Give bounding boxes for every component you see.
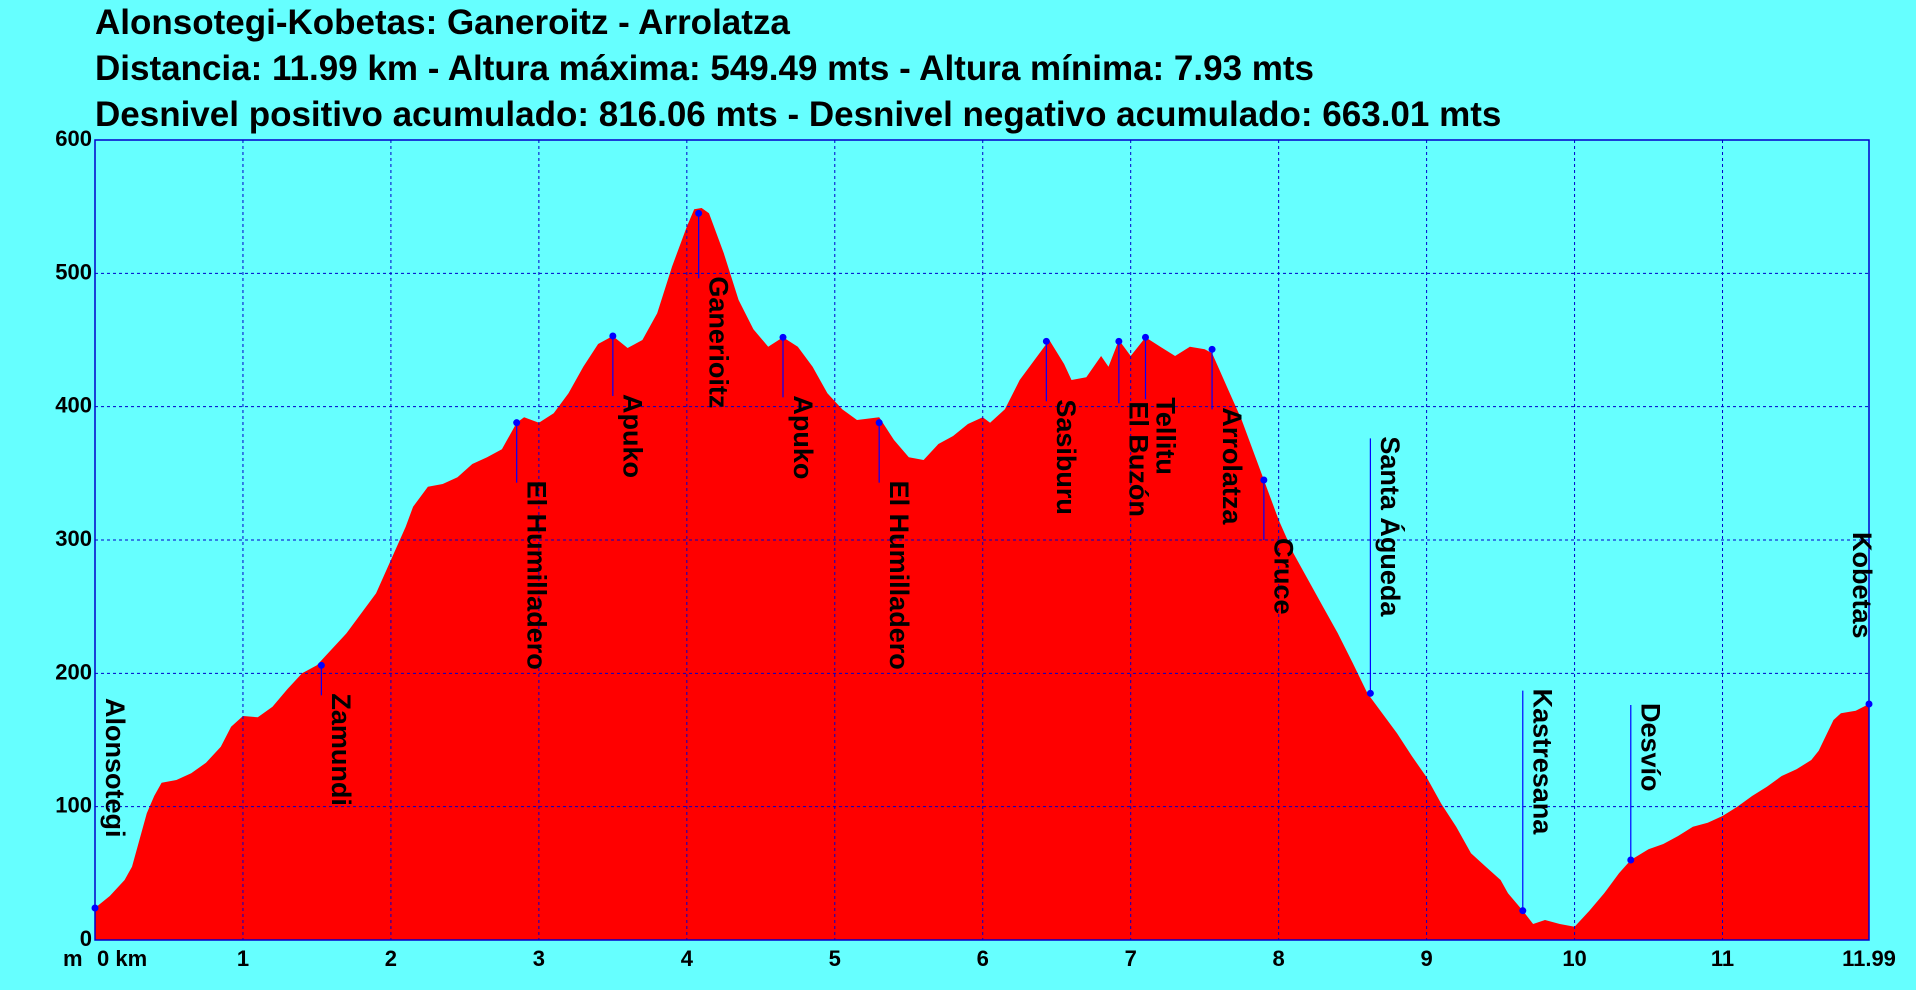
- waypoint-marker: [1519, 907, 1527, 915]
- waypoints: Alonsotegi Zamundi El Humilladero Apuko Gane…: [91, 209, 1877, 915]
- waypoint-8: El Buzón: [1115, 337, 1154, 517]
- x-axis: 0 km 1 2 3 4 5 6 7 8 9 10 11 11.99: [97, 946, 1896, 971]
- waypoint-marker: [779, 333, 787, 341]
- waypoint-marker: [513, 419, 521, 427]
- waypoint-marker: [1627, 856, 1635, 864]
- waypoint-label: Alonsotegi: [100, 698, 130, 838]
- y-axis: 0 100 200 300 400 500 600: [55, 126, 92, 951]
- waypoint-marker: [609, 332, 617, 340]
- x-tick-label: 4: [681, 946, 694, 971]
- waypoint-label: Kobetas: [1847, 532, 1877, 639]
- waypoint-marker: [1865, 700, 1873, 708]
- x-tick-label: 6: [977, 946, 989, 971]
- waypoint-label: El Humilladero: [884, 481, 914, 670]
- x-tick-label: 3: [533, 946, 545, 971]
- x-tick-label: 0 km: [97, 946, 147, 971]
- waypoint-marker: [317, 661, 325, 669]
- y-tick-label: 100: [55, 793, 92, 818]
- x-tick-label: 10: [1562, 946, 1586, 971]
- y-tick-label: 0: [80, 926, 92, 951]
- waypoint-label: Tellitu: [1150, 397, 1180, 475]
- waypoint-12: Santa Águeda: [1366, 436, 1406, 697]
- x-tick-label: 8: [1273, 946, 1285, 971]
- waypoint-label: Cruce: [1269, 538, 1299, 615]
- waypoint-1: Zamundi: [317, 661, 356, 806]
- waypoint-label: Apuko: [618, 394, 648, 478]
- waypoint-11: Cruce: [1260, 476, 1299, 615]
- x-tick-label: 7: [1125, 946, 1137, 971]
- waypoint-5: Apuko: [779, 333, 818, 479]
- waypoint-6: El Humilladero: [875, 419, 914, 670]
- elevation-profile-area: [95, 208, 1869, 940]
- waypoint-marker: [1141, 333, 1149, 341]
- waypoint-label: Arrolatza: [1217, 407, 1247, 525]
- waypoint-label: Zamundi: [326, 693, 356, 806]
- x-tick-label: 9: [1420, 946, 1432, 971]
- x-tick-label: 1: [237, 946, 249, 971]
- y-axis-unit-label: m: [63, 946, 83, 971]
- chart-title: Alonsotegi-Kobetas: Ganeroitz - Arrolatz…: [95, 3, 790, 42]
- waypoint-9: Tellitu: [1141, 333, 1180, 475]
- waypoint-marker: [1115, 337, 1123, 345]
- x-tick-label: 11: [1711, 946, 1734, 971]
- chart-grid: [95, 140, 1869, 940]
- waypoint-marker: [1366, 689, 1374, 697]
- x-tick-label: 2: [385, 946, 397, 971]
- chart-subtitle-distance: Distancia: 11.99 km - Altura máxima: 549…: [95, 49, 1315, 88]
- waypoint-0: Alonsotegi: [91, 698, 130, 912]
- waypoint-7: Sasiburu: [1042, 337, 1081, 515]
- waypoint-marker: [1260, 476, 1268, 484]
- waypoint-marker: [91, 904, 99, 912]
- waypoint-label: Kastresana: [1528, 689, 1558, 836]
- waypoint-marker: [1042, 337, 1050, 345]
- x-tick-label: 11.99: [1842, 946, 1896, 971]
- waypoint-label: Ganerioitz: [703, 276, 733, 408]
- waypoint-3: Apuko: [609, 332, 648, 478]
- waypoint-4: Ganerioitz: [695, 209, 733, 408]
- waypoint-13: Kastresana: [1519, 689, 1558, 915]
- waypoint-label: Santa Águeda: [1375, 436, 1406, 617]
- waypoint-marker: [695, 209, 703, 217]
- plot-frame: [94, 139, 1870, 941]
- waypoint-marker: [1208, 345, 1216, 353]
- y-tick-label: 200: [55, 659, 92, 684]
- waypoint-label: Sasiburu: [1051, 399, 1081, 515]
- waypoint-2: El Humilladero: [513, 419, 551, 670]
- waypoint-label: Desvío: [1636, 703, 1666, 792]
- waypoint-label: El Buzón: [1124, 401, 1154, 517]
- y-tick-label: 500: [55, 259, 92, 284]
- waypoint-14: Desvío: [1627, 703, 1666, 864]
- waypoint-label: Apuko: [788, 395, 818, 479]
- y-tick-label: 300: [55, 526, 92, 551]
- y-tick-label: 400: [55, 393, 92, 418]
- x-tick-label: 5: [829, 946, 841, 971]
- waypoint-10: Arrolatza: [1208, 345, 1247, 525]
- waypoint-15: Kobetas: [1847, 532, 1877, 708]
- waypoint-label: El Humilladero: [521, 481, 551, 670]
- chart-subtitle-elevation-gain: Desnivel positivo acumulado: 816.06 mts …: [95, 95, 1502, 134]
- waypoint-marker: [875, 419, 883, 427]
- y-tick-label: 600: [55, 126, 92, 151]
